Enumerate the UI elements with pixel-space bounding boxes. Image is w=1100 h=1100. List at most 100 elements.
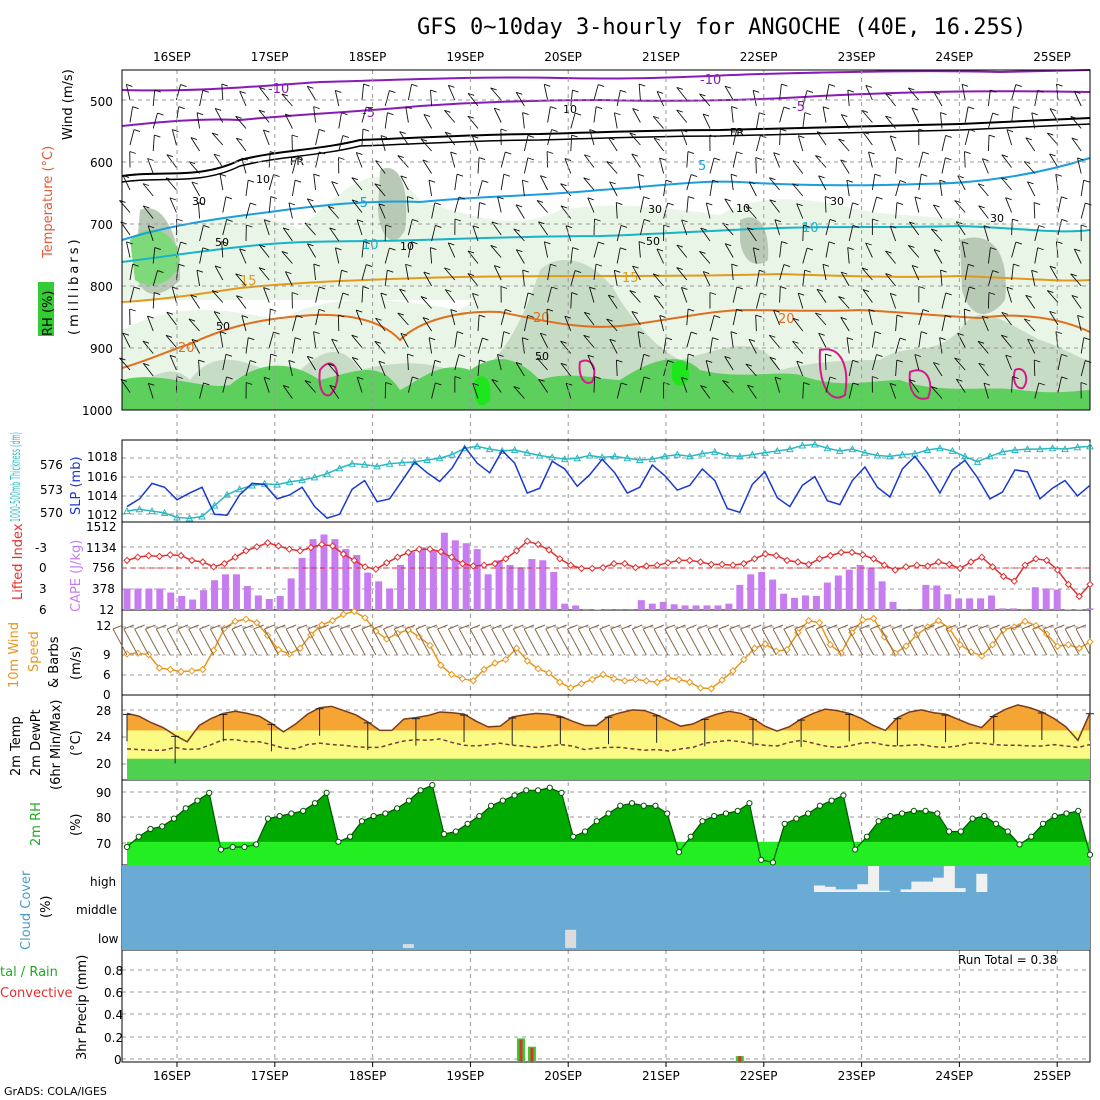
upper-wind-barb [428,179,436,197]
panel-frame [121,949,1091,1063]
upper-wind-barb [939,112,947,129]
surface-wind-barb [242,624,258,656]
wind-speed-point [166,665,174,674]
upper-wind-barb [838,138,850,152]
upper-wind-barb [142,183,154,197]
wind-speed-point [361,614,369,622]
upper-wind-barb [521,337,529,354]
upper-wind-barb [779,83,788,101]
thickness-point [623,454,632,462]
cape-bar [287,578,295,610]
upper-wind-barb [802,224,810,242]
upper-wind-barb [964,106,975,123]
cape-bar [944,594,952,610]
upper-wind-barb [493,265,502,281]
upper-wind-barb [188,318,200,332]
upper-wind-barb [797,135,805,152]
wind-speed-point [523,657,532,665]
cape-bar [178,596,186,610]
upper-wind-barb [663,202,674,219]
upper-wind-barb [629,290,641,303]
cape-bar [933,585,941,610]
rh-point [264,815,272,822]
upper-wind-barb [1023,318,1036,332]
cape-bar [232,574,240,610]
upper-wind-barb [1071,137,1082,152]
upper-wind-barb [848,202,859,219]
upper-wind-barb [500,128,508,146]
lifted-index-point [772,551,780,560]
upper-wind-barb [282,227,293,242]
upper-wind-barb [384,90,396,107]
wind-speed-point [1064,641,1073,649]
rh-point [652,802,659,809]
upper-wind-barb [199,89,209,107]
lifted-index-point [837,548,845,557]
rh-point [300,807,307,815]
upper-wind-barb [1049,265,1059,281]
upper-wind-barb [444,109,456,123]
upper-wind-barb [730,331,738,348]
upper-wind-barb [732,286,743,303]
upper-wind-barb [338,292,349,309]
upper-wind-barb [983,382,991,399]
upper-wind-barb [334,89,342,107]
thickness-point [685,452,694,460]
upper-wind-barb [291,157,303,174]
lifted-index-point [610,559,618,568]
cape-bar [977,598,985,610]
upper-wind-barb [700,385,711,399]
upper-wind-barb [211,290,224,303]
upper-wind-barb [978,205,989,219]
lifted-index-point [480,561,488,569]
upper-wind-barb [384,247,396,264]
upper-wind-barb [258,109,270,123]
cape-bar [801,595,809,610]
upper-wind-barb [351,334,363,348]
upper-wind-barb [1001,154,1012,168]
lifted-index-point [382,559,391,567]
upper-wind-barb [822,106,830,123]
wind-speed-point [869,614,878,623]
upper-wind-barb [239,248,247,264]
cape-bar [692,605,700,610]
upper-wind-barb [171,129,179,146]
temp-band-low [127,758,1090,780]
upper-wind-barb [705,360,713,377]
upper-wind-barb [616,247,627,264]
upper-wind-barb [631,153,641,168]
upper-wind-barb [1031,269,1038,287]
cape-bar [834,575,842,610]
lifted-index-point [166,551,174,559]
date-label: 23SEP [838,1069,876,1083]
upper-wind-barb [493,107,502,123]
upper-wind-barb [291,179,302,197]
upper-wind-barb [315,286,326,303]
rh-point [194,797,201,804]
lifted-index-point [556,555,564,563]
upper-wind-barb [1034,382,1045,399]
surface-wind-barb [339,624,355,656]
upper-wind-barb [423,114,432,129]
upper-wind-barb [963,308,971,326]
li-tick: 0 [39,561,47,575]
surface-wind-barb [924,624,939,656]
thickness-point [698,449,707,457]
wind-label-b: Speed [27,631,42,672]
upper-wind-barb [1080,337,1090,354]
upper-wind-barb [931,228,943,242]
surface-wind-barb [220,624,236,656]
thickness-point [560,455,569,463]
surface-wind-barb [264,624,279,656]
surface-wind-barb [534,624,550,656]
date-axis-top: 16SEP 17SEP 18SEP 19SEP 20SEP 21SEP 22SEP 23SEP… [153,50,1071,64]
thickness-point [961,452,969,460]
surface-wind-barb [956,624,972,656]
precip-conv-label: Convective [0,986,73,1001]
upper-wind-barb [196,112,204,129]
upper-wind-barb [606,161,618,174]
upper-wind-barb [933,91,943,107]
wind-speed-point [231,617,239,626]
pressure-tick: 800 [90,280,113,294]
cloud-high-bar [824,886,836,892]
